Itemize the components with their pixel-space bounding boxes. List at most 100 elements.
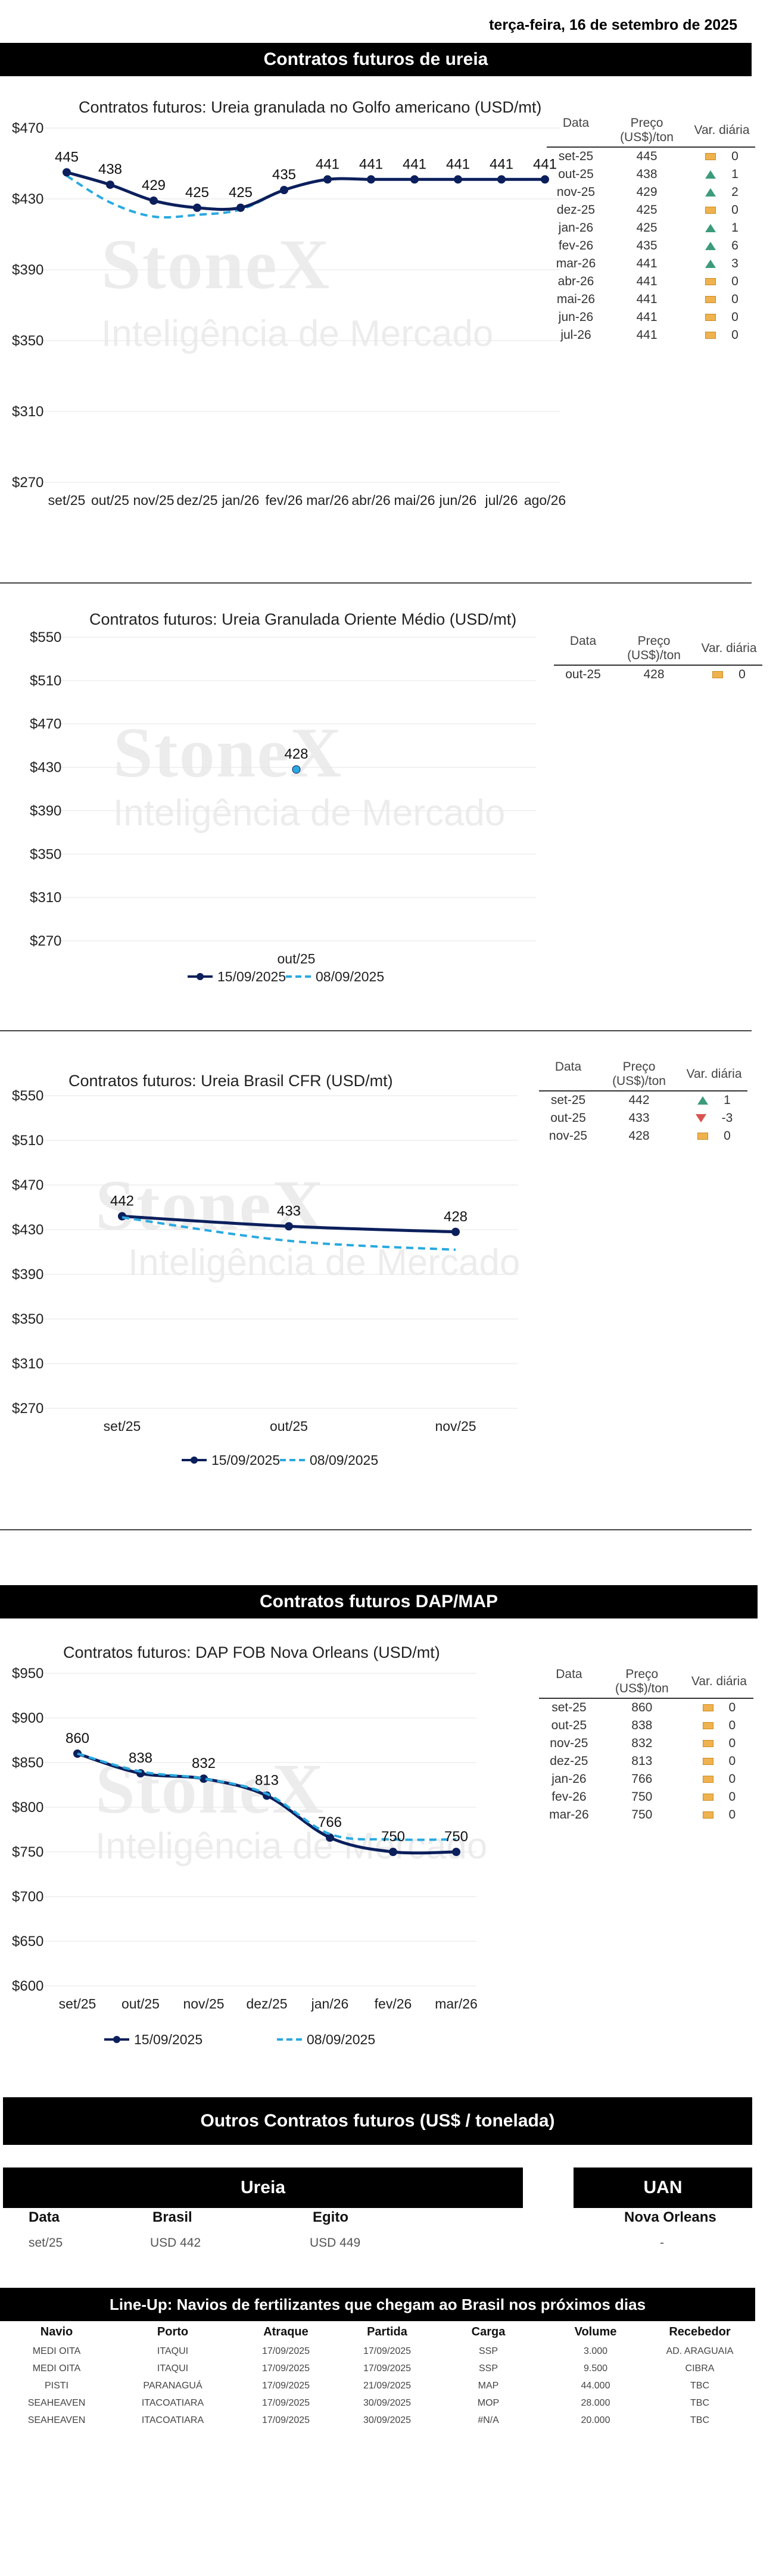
lineup-cell: TBC <box>690 2398 709 2408</box>
table-cell-date: nov-25 <box>549 1129 588 1143</box>
y-tick-label: $510 <box>12 1133 43 1149</box>
table-cell-date: jun-26 <box>558 310 594 324</box>
flat-bar-icon <box>702 1776 713 1783</box>
table-cell-price: 441 <box>636 257 658 270</box>
data-label: 766 <box>318 1814 342 1830</box>
lineup-cell: MEDI OITA <box>32 2363 81 2374</box>
flat-bar-icon <box>697 1133 709 1140</box>
data-point <box>236 203 245 212</box>
y-tick-label: $650 <box>12 1933 43 1950</box>
table-cell-change: 0 <box>685 1701 753 1715</box>
y-tick-label: $270 <box>12 475 43 491</box>
change-value: 0 <box>731 275 739 288</box>
legend-label: 15/09/2025 <box>217 969 286 984</box>
watermark-brand: StoneX <box>101 224 331 304</box>
table-cell-price: 838 <box>631 1719 653 1732</box>
table-cell-date: out-25 <box>550 1111 586 1125</box>
table-row: jun-26 441 0 <box>547 308 755 326</box>
chart-title-golfo: Contratos futuros: Ureia granulada no Go… <box>79 98 542 116</box>
table-cell-date: out-25 <box>551 1719 587 1732</box>
lineup-cell: 44.000 <box>581 2381 610 2391</box>
chart-brasil: $550 $510 $470 $430 $390 $350 $310 $270 set/25 ou… <box>12 1088 518 1468</box>
x-tick-label: out/25 <box>91 492 129 508</box>
watermark-tagline: Inteligência de Mercado <box>101 313 494 354</box>
change-value: 0 <box>728 1772 736 1786</box>
table-cell-price: 435 <box>636 239 658 252</box>
data-point <box>280 186 288 195</box>
table-cell-change: 0 <box>688 149 755 164</box>
table-header: Data Preço (US$)/ton Var. diária <box>539 1667 753 1699</box>
data-point <box>149 196 158 205</box>
table-row: out-25 838 0 <box>539 1717 753 1735</box>
col-nova-orleans: Nova Orleans <box>624 2209 716 2225</box>
table-row: dez-25 813 0 <box>539 1752 753 1770</box>
table-header-cell: Preço (US$)/ton <box>627 634 681 662</box>
legend-label: 08/09/2025 <box>307 2032 375 2047</box>
table-cell-price: 766 <box>631 1772 653 1786</box>
lineup-cell: 21/09/2025 <box>363 2381 412 2391</box>
row-nova-orleans: - <box>660 2236 664 2250</box>
table-cell-price: 813 <box>631 1754 653 1768</box>
y-tick-label: $430 <box>30 760 61 776</box>
table-cell-change: 6 <box>688 239 755 253</box>
row-data: set/25 <box>29 2236 63 2250</box>
x-tick-label: jan/26 <box>222 492 260 508</box>
flat-bar-icon <box>705 278 716 285</box>
data-label: 750 <box>444 1829 468 1845</box>
lineup-header-cell: Atraque <box>263 2325 309 2338</box>
table-cell-change: 1 <box>688 221 755 235</box>
lineup-cell: SSP <box>478 2363 498 2374</box>
data-label: 441 <box>403 156 426 172</box>
lineup-cell: ITAQUI <box>157 2346 189 2356</box>
y-tick-label: $350 <box>30 846 61 862</box>
table-header-cell: Preço (US$)/ton <box>620 116 674 144</box>
table-cell-price: 429 <box>636 185 658 199</box>
watermark-tagline: Inteligência de Mercado <box>95 1826 488 1867</box>
x-tick-label: abr/26 <box>351 492 390 508</box>
flat-bar-icon <box>705 332 716 339</box>
y-tick-label: $310 <box>12 1356 43 1372</box>
lineup-cell: MEDI OITA <box>32 2346 81 2356</box>
table-cell-change: 0 <box>681 1129 747 1143</box>
table-header-cell: Preço (US$)/ton <box>612 1060 666 1088</box>
table-cell-date: set-25 <box>550 1093 586 1107</box>
data-label: 838 <box>129 1750 152 1766</box>
table-golfo: Data Preço (US$)/ton Var. diária set-25 445 0… <box>547 116 755 344</box>
data-label: 428 <box>444 1209 468 1225</box>
watermark-brand: StoneX <box>95 1749 325 1828</box>
table-cell-date: abr-26 <box>557 275 594 288</box>
table-row: nov-25 832 0 <box>539 1735 753 1752</box>
table-row: abr-26 441 0 <box>547 273 755 291</box>
col-egito: Egito <box>313 2209 348 2225</box>
lineup-cell: 20.000 <box>581 2415 610 2425</box>
x-tick-label: nov/25 <box>133 492 174 508</box>
chart-title-oriente: Contratos futuros: Ureia Granulada Orien… <box>89 610 517 628</box>
y-tick-label: $510 <box>30 673 61 689</box>
table-cell-date: nov-25 <box>556 185 596 199</box>
y-tick-label: $350 <box>12 333 43 349</box>
table-header: Data Preço (US$)/ton Var. diária <box>554 634 762 666</box>
table-row: set-25 860 0 <box>539 1699 753 1717</box>
x-tick-label: dez/25 <box>246 1996 287 2011</box>
table-row: set-25 442 1 <box>539 1091 747 1109</box>
lineup-cell: MOP <box>477 2398 500 2408</box>
table-cell-price: 860 <box>631 1701 653 1714</box>
arrow-down-icon <box>695 1114 706 1122</box>
arrow-up-icon <box>705 188 716 197</box>
x-tick-label: set/25 <box>48 492 86 508</box>
lineup-cell: 9.500 <box>583 2363 608 2374</box>
lineup-cell: CIBRA <box>685 2363 715 2374</box>
flat-bar-icon <box>712 671 724 678</box>
data-label: 435 <box>272 167 296 183</box>
data-point <box>452 1848 460 1856</box>
data-point <box>367 175 375 184</box>
x-tick-label: dez/25 <box>176 492 217 508</box>
change-value: 0 <box>728 1719 736 1732</box>
y-tick-label: $470 <box>12 1177 43 1193</box>
y-tick-label: $310 <box>30 890 61 906</box>
data-label: 441 <box>359 156 383 172</box>
section-title-outros: Outros Contratos futuros (US$ / tonelada… <box>3 2097 752 2145</box>
change-value: 0 <box>731 328 739 342</box>
data-label: 425 <box>185 185 209 201</box>
table-cell-change: 3 <box>688 257 755 271</box>
